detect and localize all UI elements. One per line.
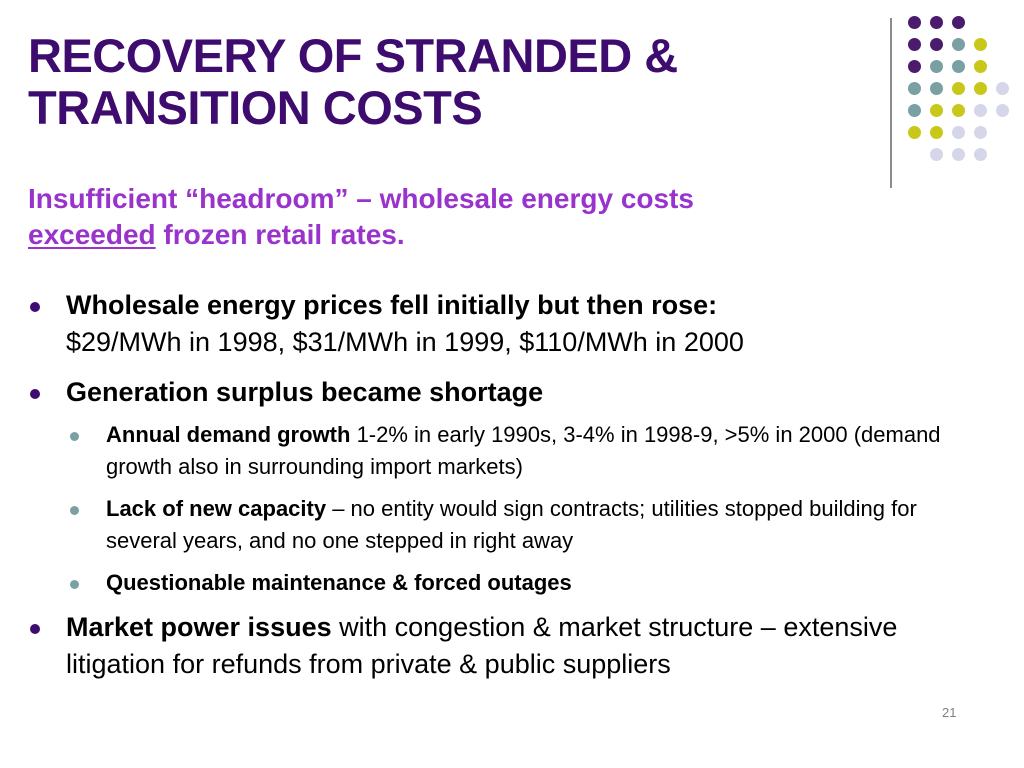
decorative-dot [974,104,987,117]
decorative-dot [952,16,965,29]
title-line-2: TRANSITION COSTS [28,81,483,134]
decorative-dot [930,60,943,73]
bullet-wholesale-prices: Wholesale energy prices fell initially b… [28,287,988,361]
decorative-dot [952,104,965,117]
bullet-text: $29/MWh in 1998, $31/MWh in 1999, $110/M… [66,327,744,357]
decorative-dot [996,82,1009,95]
subtitle-text: Insufficient “headroom” – wholesale ener… [28,183,694,214]
sub-bullet-maintenance: Questionable maintenance & forced outage… [66,567,988,599]
sub-bullet-new-capacity: Lack of new capacity – no entity would s… [66,493,988,557]
bullet-generation-surplus: Generation surplus became shortage Annua… [28,374,988,599]
decorative-dot [930,148,943,161]
decorative-dot [908,16,921,29]
decorative-dot [974,38,987,51]
page-number: 21 [942,705,957,720]
sub-bullet-bold: Annual demand growth [106,422,351,447]
bullet-text: with congestion & market structure – ext… [66,612,898,679]
bullet-bold: Market power issues [66,612,332,642]
subtitle-underlined-word: exceeded [28,219,156,250]
decorative-dot [930,16,943,29]
slide-title: RECOVERY OF STRANDED & TRANSITION COSTS [28,30,868,134]
decorative-dot [996,104,1009,117]
decorative-dot [908,126,921,139]
sub-bullet-text: 1-2% in early 1990s, 3-4% in 1998-9, >5%… [106,422,941,479]
decorative-dot [974,126,987,139]
decorative-dot [952,60,965,73]
subtitle-text-end: frozen retail rates. [155,219,405,250]
bullet-list: Wholesale energy prices fell initially b… [28,287,988,683]
sub-bullet-text: – no entity would sign contracts; utilit… [106,496,917,553]
decorative-dot [952,82,965,95]
decorative-dot [974,60,987,73]
sub-bullet-bold: Questionable maintenance & forced outage… [106,570,572,595]
bullet-bold: Generation surplus became shortage [66,377,544,407]
decorative-dot [930,38,943,51]
bullet-market-power: Market power issues with congestion & ma… [28,609,988,683]
decorative-dot [974,82,987,95]
slide-subtitle: Insufficient “headroom” – wholesale ener… [28,181,868,253]
decorative-dot [930,126,943,139]
sub-bullet-demand-growth: Annual demand growth 1-2% in early 1990s… [66,419,988,483]
decorative-dot [908,60,921,73]
decorative-dot [908,38,921,51]
decorative-dot [952,126,965,139]
title-line-1: RECOVERY OF STRANDED & [28,29,678,82]
decorative-dot [908,104,921,117]
bullet-bold: Wholesale energy prices fell initially b… [66,290,718,320]
sub-bullet-list: Annual demand growth 1-2% in early 1990s… [66,419,988,599]
decorative-dot [952,38,965,51]
divider-line [890,18,892,188]
decorative-dot [908,82,921,95]
decorative-dot [930,104,943,117]
decorative-dot [952,148,965,161]
decorative-dot [930,82,943,95]
sub-bullet-bold: Lack of new capacity [106,496,327,521]
decorative-dot [974,148,987,161]
